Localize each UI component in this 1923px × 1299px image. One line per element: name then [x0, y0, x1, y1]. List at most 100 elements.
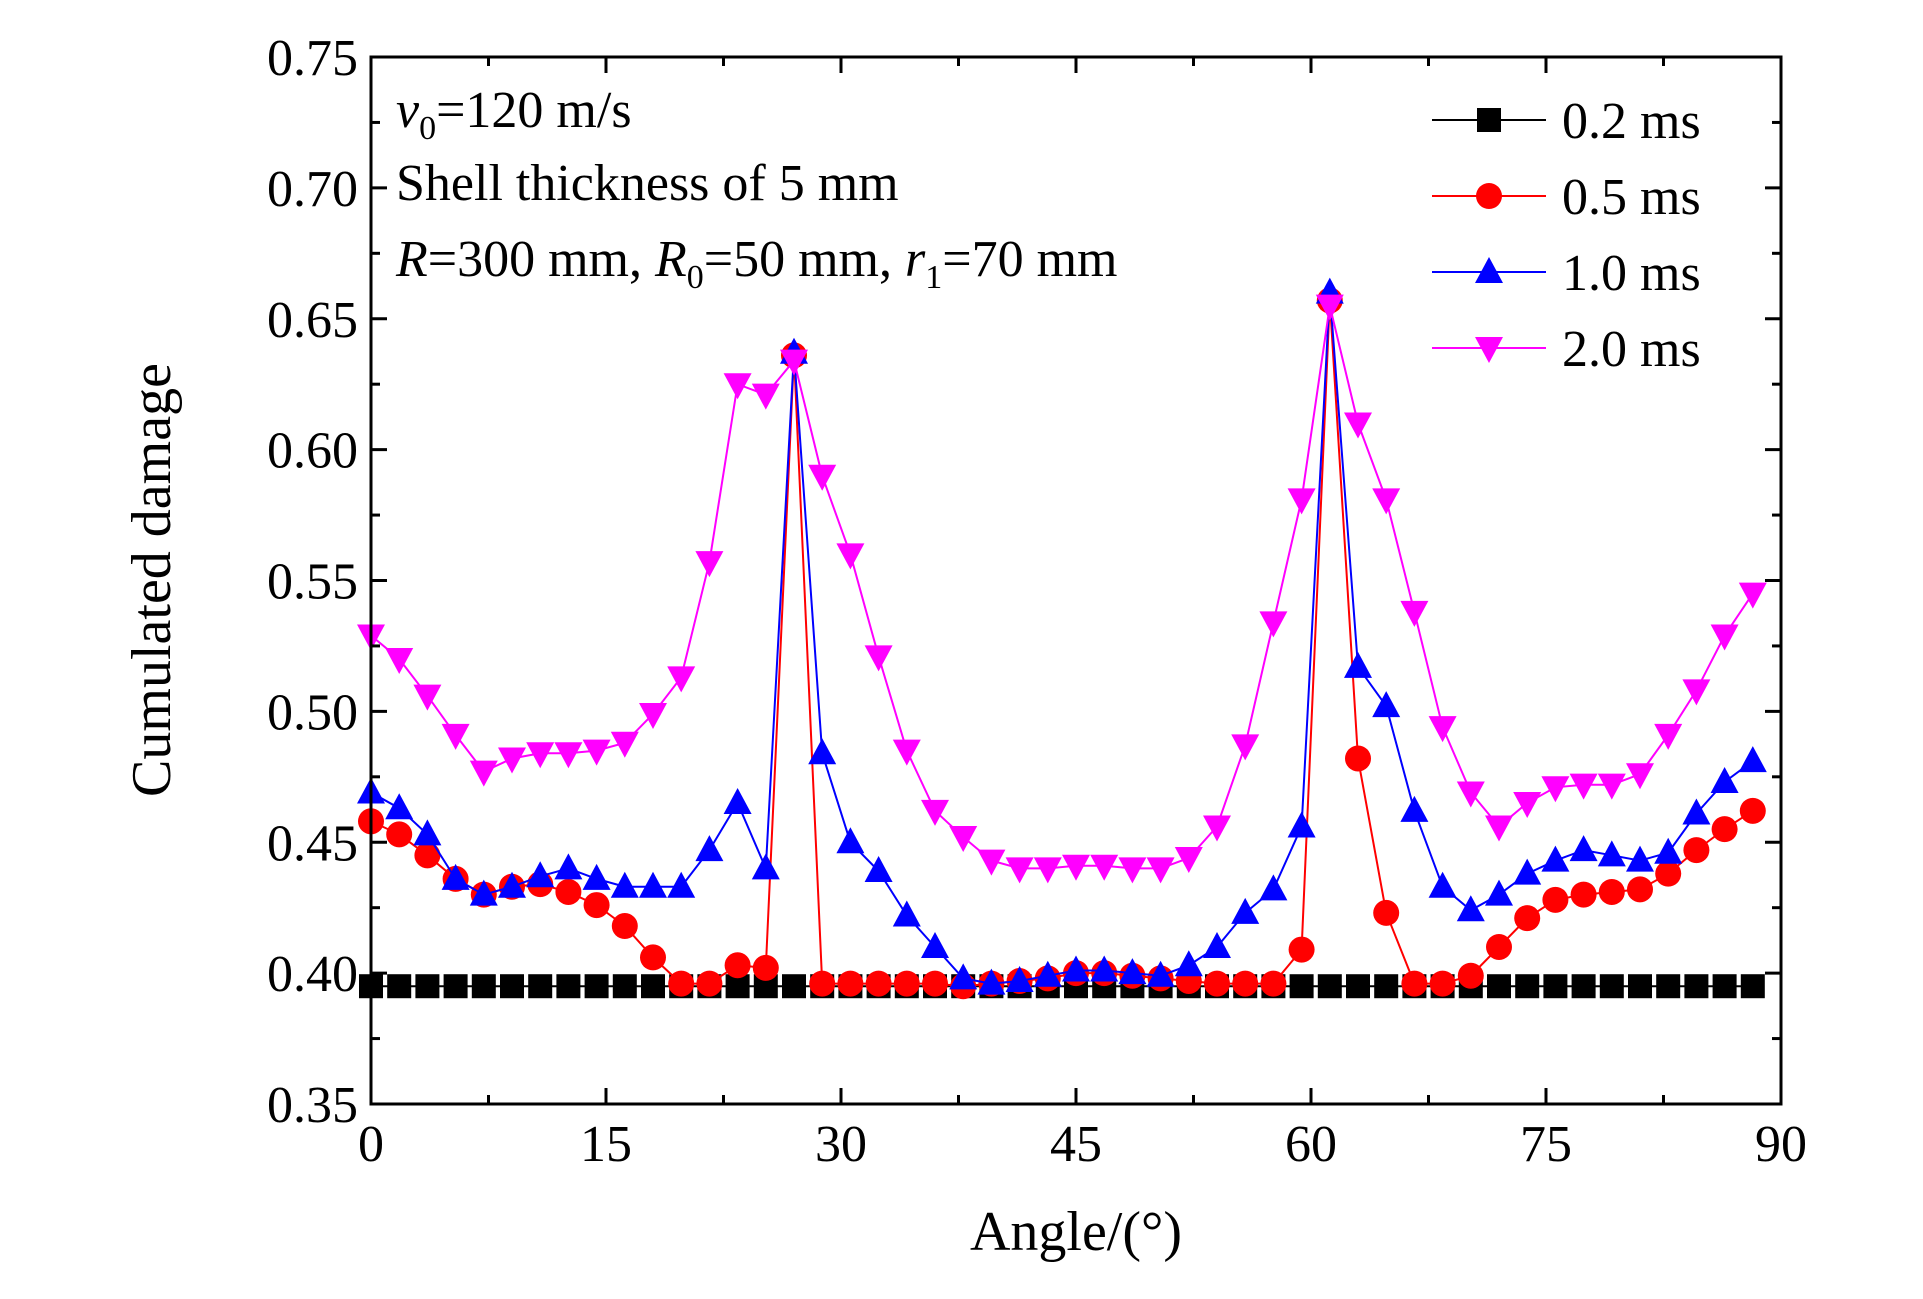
- data-point: [583, 892, 610, 919]
- data-point: [1287, 811, 1316, 838]
- data-point: [696, 970, 723, 997]
- data-point: [610, 731, 639, 758]
- data-point: [582, 739, 611, 766]
- data-point: [751, 853, 780, 880]
- data-point: [1231, 897, 1260, 924]
- data-point: [1118, 857, 1147, 884]
- y-tick-label: 0.55: [267, 554, 358, 611]
- data-point: [1428, 871, 1457, 898]
- data-point: [864, 856, 893, 883]
- data-point: [1203, 931, 1231, 958]
- data-point: [1710, 624, 1739, 651]
- data-point: [949, 826, 978, 853]
- data-point: [1656, 974, 1681, 999]
- data-point: [949, 963, 978, 990]
- data-point: [469, 760, 498, 787]
- data-point: [1655, 860, 1682, 887]
- data-point: [1543, 974, 1568, 999]
- data-point: [413, 684, 442, 711]
- data-point: [386, 821, 413, 848]
- data-point: [1487, 974, 1511, 999]
- data-point: [836, 543, 865, 570]
- data-point: [498, 871, 526, 898]
- data-point: [1683, 837, 1710, 864]
- data-point: [837, 970, 864, 997]
- data-point: [1260, 970, 1287, 997]
- data-point: [1514, 905, 1541, 932]
- data-point: [441, 723, 470, 750]
- data-point: [1570, 881, 1597, 908]
- data-point: [1684, 974, 1709, 999]
- legend-marker: [1475, 337, 1503, 363]
- data-point: [668, 970, 695, 997]
- y-tick-label: 0.75: [267, 30, 358, 87]
- data-point: [556, 974, 581, 999]
- x-tick-label: 15: [580, 1116, 632, 1173]
- legend-label: 2.0 ms: [1562, 321, 1701, 378]
- data-point: [528, 974, 553, 999]
- data-point: [555, 878, 582, 905]
- data-point: [1146, 857, 1175, 884]
- data-point: [836, 827, 865, 854]
- data-point: [922, 970, 948, 997]
- legend: 0.2 ms 0.5 ms 1.0 ms 2.0 ms: [1432, 93, 1701, 378]
- data-point: [808, 464, 837, 491]
- legend-entry: 0.2 ms: [1432, 93, 1701, 150]
- data-point: [751, 383, 780, 410]
- data-point: [1712, 974, 1737, 999]
- y-tick-label: 0.50: [267, 684, 358, 741]
- data-point: [1541, 776, 1570, 803]
- legend-label: 0.2 ms: [1562, 93, 1701, 150]
- data-point: [443, 974, 468, 999]
- x-axis-title: Angle/(°): [970, 1201, 1182, 1263]
- data-point: [1711, 816, 1738, 843]
- data-point: [1569, 773, 1598, 800]
- legend-entry: 0.5 ms: [1432, 169, 1701, 226]
- data-point: [780, 349, 808, 376]
- tick-labels: 0 15 30 45 60 75 90 0.35 0.40 0.45 0.50 0.55 0.60 0.6…: [267, 30, 1807, 1173]
- data-point: [1654, 837, 1683, 864]
- data-point: [639, 702, 667, 729]
- data-point: [921, 799, 949, 826]
- annotation-line: Shell thickness of 5 mm: [396, 155, 899, 212]
- data-point: [752, 954, 779, 981]
- legend-label: 0.5 ms: [1562, 169, 1701, 226]
- data-point: [1005, 965, 1034, 992]
- data-point: [385, 793, 414, 820]
- data-point: [471, 974, 496, 999]
- data-point: [1571, 974, 1596, 999]
- data-point: [639, 871, 667, 898]
- data-point: [414, 842, 441, 869]
- data-point: [1231, 734, 1260, 761]
- data-point: [610, 871, 639, 898]
- data-point: [641, 974, 665, 999]
- data-point: [1515, 974, 1540, 999]
- data-point: [1682, 679, 1711, 706]
- data-point: [724, 952, 751, 979]
- data-point: [1429, 970, 1456, 997]
- data-point: [1345, 745, 1371, 772]
- data-point: [385, 648, 414, 675]
- legend-marker: [1477, 108, 1501, 132]
- data-point: [1315, 294, 1344, 321]
- data-point: [1485, 879, 1513, 906]
- data-point: [441, 863, 470, 890]
- data-point: [387, 974, 412, 999]
- data-point: [1346, 974, 1370, 999]
- data-point: [1598, 878, 1625, 905]
- data-point: [1204, 970, 1230, 997]
- data-point: [782, 974, 806, 999]
- data-point: [1259, 874, 1288, 901]
- data-point: [582, 863, 611, 890]
- annotation-line: R=300 mm, R0=50 mm, r1=70 mm: [395, 231, 1117, 296]
- data-point: [1090, 854, 1119, 881]
- y-tick-label: 0.65: [267, 292, 358, 349]
- data-point: [1456, 781, 1485, 808]
- data-point: [695, 551, 724, 578]
- data-point: [1174, 950, 1203, 977]
- annotation-line: v0=120 m/s: [396, 82, 632, 147]
- x-tick-label: 60: [1285, 1116, 1337, 1173]
- data-point: [1710, 767, 1739, 794]
- data-point: [611, 913, 638, 940]
